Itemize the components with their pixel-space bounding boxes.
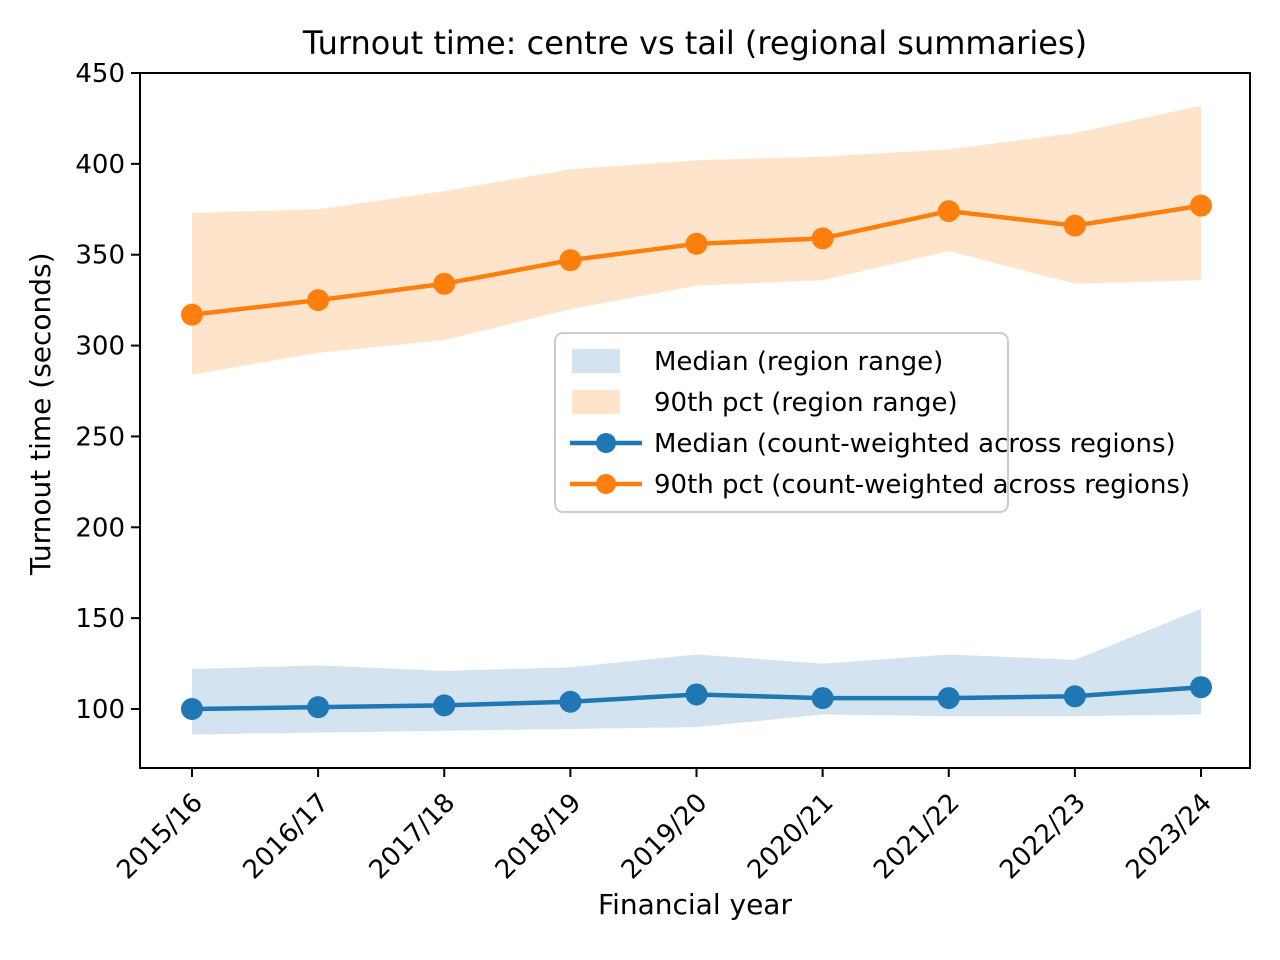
legend: Median (region range) 90th pct (region ra… (554, 332, 1190, 513)
point-median-weighted-2022/23 (1063, 685, 1086, 708)
point-median-weighted-2015/16 (181, 698, 203, 720)
legend-swatch (572, 390, 620, 414)
point-median-weighted-2019/20 (685, 683, 708, 706)
point-p90-weighted-2019/20 (685, 232, 708, 255)
legend-label: 90th pct (region range) (654, 388, 958, 418)
x-tick-label: 2022/23 (994, 788, 1092, 886)
y-tick-label: 200 (75, 513, 125, 543)
x-tick-label: 2021/22 (868, 788, 966, 886)
y-tick-label: 150 (75, 604, 125, 634)
x-tick-label: 2017/18 (364, 788, 462, 886)
x-tick-label: 2015/16 (111, 788, 209, 886)
x-tick-label: 2020/21 (742, 788, 840, 886)
x-tick-label: 2016/17 (237, 788, 335, 886)
band-median-range (192, 609, 1201, 735)
legend-marker (596, 474, 616, 494)
legend-marker (596, 433, 616, 453)
point-p90-weighted-2023/24 (1190, 194, 1212, 217)
legend-swatch (572, 349, 620, 373)
chart-title: Turnout time: centre vs tail (regional s… (302, 24, 1088, 62)
axes-spines (139, 72, 1251, 769)
point-p90-weighted-2015/16 (181, 303, 203, 326)
x-tick-label: 2018/19 (490, 788, 588, 886)
legend-label: 90th pct (count-weighted across regions) (654, 470, 1190, 500)
point-p90-weighted-2020/21 (811, 227, 834, 250)
point-median-weighted-2017/18 (433, 694, 456, 717)
x-tick-label: 2023/24 (1120, 788, 1218, 886)
point-median-weighted-2023/24 (1190, 676, 1212, 699)
y-tick-label: 250 (75, 422, 125, 452)
point-median-weighted-2021/22 (937, 687, 960, 710)
y-tick-label: 400 (75, 150, 125, 180)
point-p90-weighted-2017/18 (433, 272, 456, 295)
y-axis-label: Turnout time (seconds) (24, 252, 57, 575)
point-p90-weighted-2021/22 (937, 200, 960, 223)
point-median-weighted-2020/21 (811, 687, 834, 710)
point-median-weighted-2018/19 (559, 690, 582, 713)
point-p90-weighted-2018/19 (559, 249, 582, 272)
point-p90-weighted-2016/17 (307, 289, 330, 312)
y-tick-label: 350 (75, 241, 125, 271)
legend-label: Median (count-weighted across regions) (654, 429, 1176, 459)
y-tick-label: 450 (75, 59, 125, 89)
legend-label: Median (region range) (654, 347, 943, 377)
point-median-weighted-2016/17 (307, 696, 330, 719)
point-p90-weighted-2022/23 (1063, 214, 1086, 237)
y-tick-label: 300 (75, 332, 125, 362)
x-tick-label: 2019/20 (616, 788, 714, 886)
legend-box (554, 332, 1009, 513)
y-tick-label: 100 (75, 695, 125, 725)
x-axis-label: Financial year (598, 888, 792, 921)
